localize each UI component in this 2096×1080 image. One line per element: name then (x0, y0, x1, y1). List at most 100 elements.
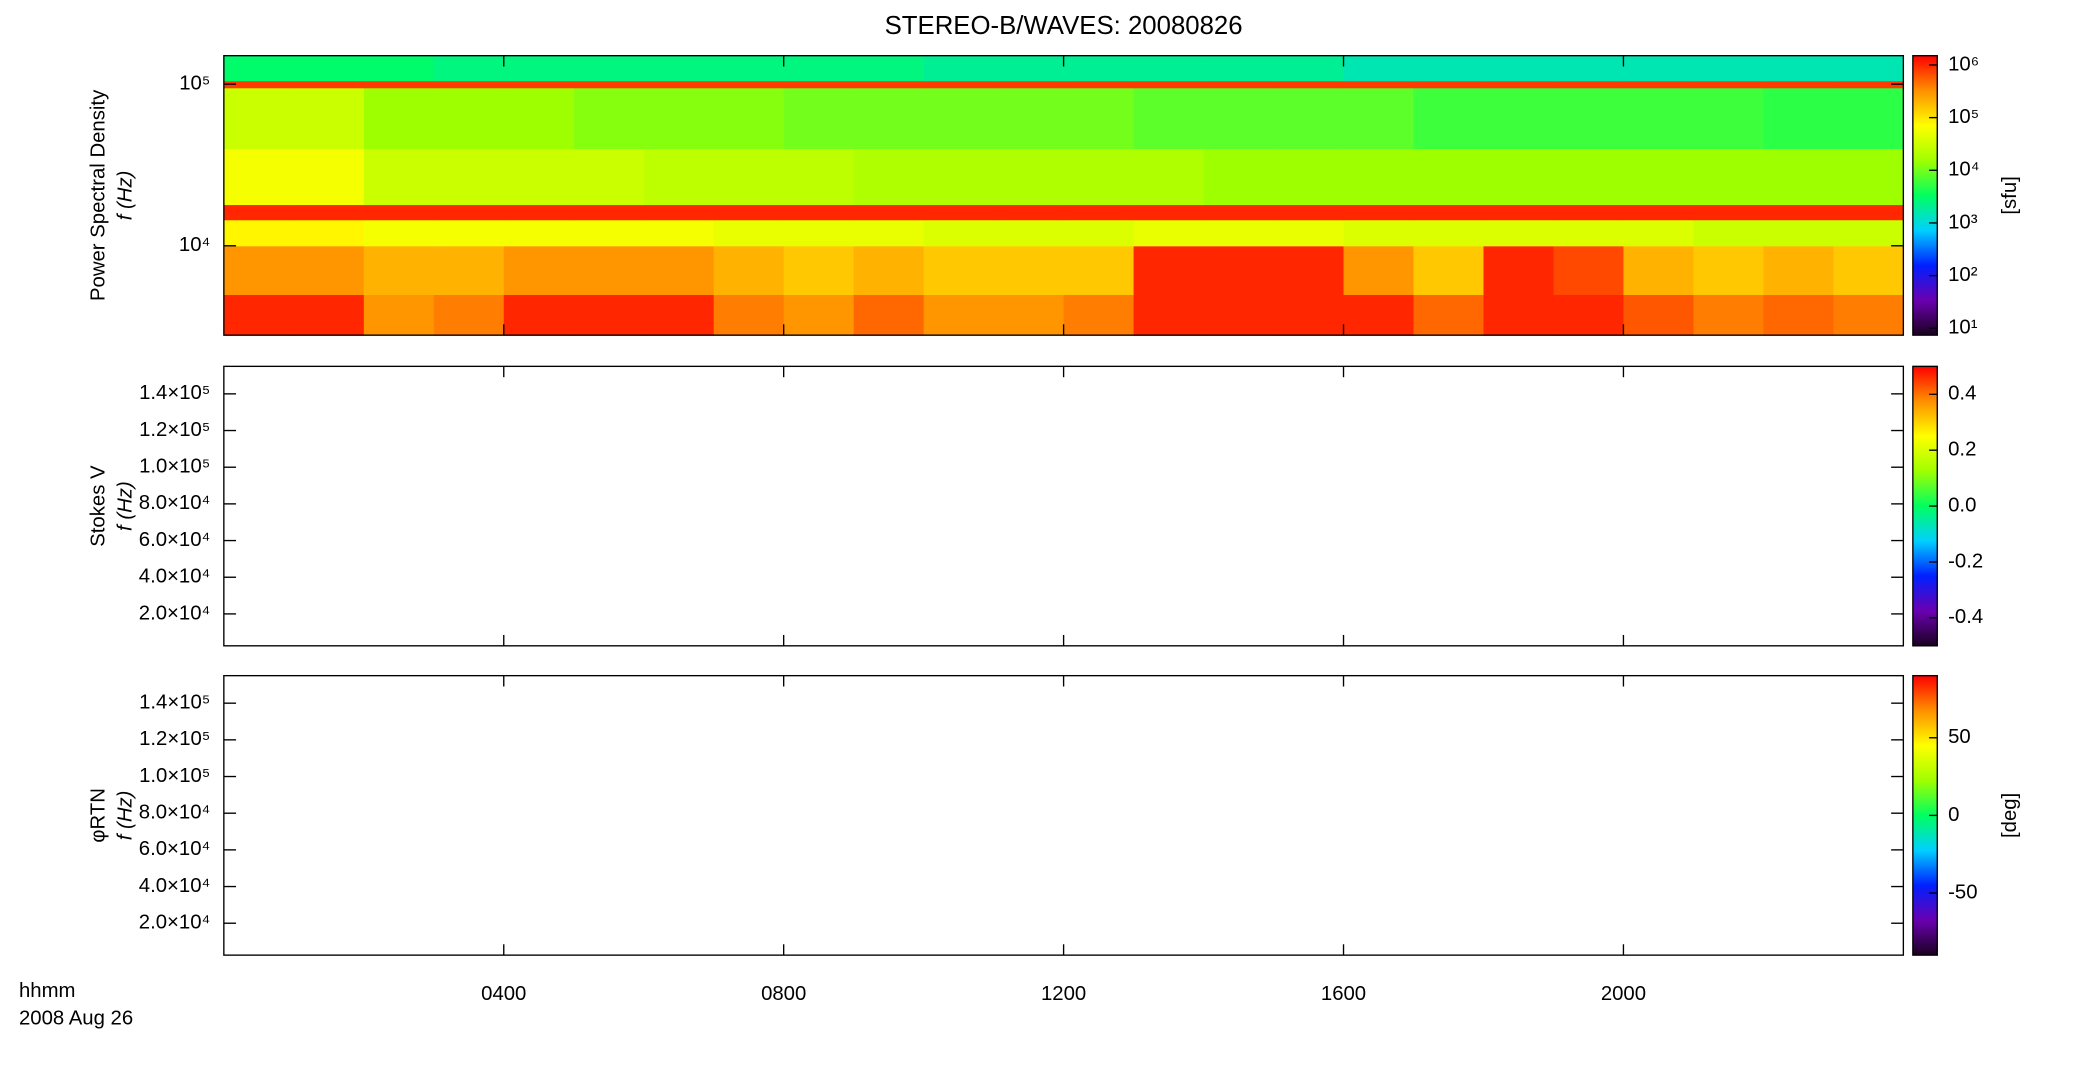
y-tick-label: 1.0×10⁵ (139, 765, 210, 787)
y-tick-label: 1.4×10⁵ (139, 692, 210, 714)
heatmap-cell (433, 80, 505, 89)
date-caption: 2008 Aug 26 (19, 1007, 133, 1029)
heatmap-cell (1203, 294, 1275, 336)
heatmap-cell (1063, 294, 1135, 336)
colorbar-tick-label: 0.2 (1948, 439, 1976, 461)
heatmap-cell (1273, 294, 1345, 336)
heatmap-cell (1063, 204, 1135, 221)
heatmap-cell (853, 87, 925, 150)
heatmap-cell (1343, 294, 1415, 336)
heatmap-cell (1133, 55, 1205, 82)
heatmap-cell (503, 80, 575, 89)
heatmap-cell (363, 245, 435, 295)
y-axis-label: Stokes V (87, 465, 109, 547)
heatmap-cell (1833, 87, 1904, 150)
heatmap-cell (1833, 80, 1904, 89)
heatmap-cell (223, 55, 295, 82)
colorbar-tick-label: 10⁶ (1948, 53, 1979, 75)
heatmap-cell (1483, 80, 1555, 89)
heatmap-cell (643, 148, 715, 206)
heatmap-cell (363, 80, 435, 89)
plot-frame (223, 674, 1905, 956)
heatmap-cell (1413, 80, 1485, 89)
heatmap-cell (1273, 87, 1345, 150)
colorbar-tick-label: -50 (1948, 881, 1977, 903)
heatmap-cell (1623, 55, 1694, 82)
colorbar-tick-label: 10⁵ (1948, 106, 1979, 128)
x-tick-label: 0400 (481, 983, 526, 1005)
heatmap-cell (783, 219, 855, 247)
heatmap-cell (923, 80, 995, 89)
heatmap-cell (1693, 294, 1764, 336)
y-axis-label: f (Hz) (115, 171, 137, 221)
heatmap-cell (573, 55, 645, 82)
heatmap-cell (713, 219, 785, 247)
heatmap-cell (1763, 80, 1834, 89)
heatmap-cell (503, 245, 575, 295)
heatmap-cell (993, 87, 1065, 150)
heatmap-cell (993, 204, 1065, 221)
heatmap-cell (1203, 219, 1275, 247)
heatmap-cell (713, 148, 785, 206)
heatmap-cell (293, 87, 365, 150)
y-tick-label: 2.0×10⁴ (139, 602, 210, 624)
heatmap-cell (503, 87, 575, 150)
heatmap-cell (993, 80, 1065, 89)
heatmap-cell (223, 80, 295, 89)
heatmap-cell (293, 294, 365, 336)
colorbar-tick-label: 10³ (1948, 211, 1978, 233)
heatmap-cell (293, 55, 365, 82)
heatmap-cell (1833, 294, 1904, 336)
heatmap-cell (293, 80, 365, 89)
heatmap-cell (1833, 219, 1904, 247)
heatmap-cell (993, 294, 1065, 336)
heatmap-cell (1413, 245, 1485, 295)
heatmap-cell (1203, 87, 1275, 150)
heatmap-cell (783, 245, 855, 295)
colorbar-tick-label: 0.4 (1948, 383, 1976, 405)
heatmap-cell (1133, 294, 1205, 336)
heatmap-cell (783, 87, 855, 150)
heatmap-cell (1693, 87, 1764, 150)
heatmap-cell (503, 148, 575, 206)
heatmap-cell (923, 245, 995, 295)
heatmap-cell (1763, 245, 1834, 295)
heatmap-cell (1203, 148, 1275, 206)
heatmap-cell (993, 219, 1065, 247)
heatmap-cell (1693, 219, 1764, 247)
heatmap-cell (1343, 80, 1415, 89)
heatmap-cell (1343, 245, 1415, 295)
heatmap-cell (293, 245, 365, 295)
heatmap-cell (1273, 245, 1345, 295)
heatmap-cell (993, 55, 1065, 82)
colorbar-label: [deg] (1999, 793, 2021, 838)
heatmap-cell (1413, 294, 1485, 336)
heatmap-cell (1063, 55, 1135, 82)
heatmap-cell (1553, 204, 1624, 221)
heatmap-cell (573, 245, 645, 295)
heatmap-cell (643, 87, 715, 150)
y-tick-label: 2.0×10⁴ (139, 912, 210, 934)
heatmap-cell (223, 245, 295, 295)
heatmap-cell (1623, 245, 1694, 295)
heatmap-cell (363, 87, 435, 150)
heatmap-cell (1133, 219, 1205, 247)
heatmap-cell (1693, 80, 1764, 89)
heatmap-cell (223, 87, 295, 150)
colorbar-tick-label: 0.0 (1948, 494, 1976, 516)
heatmap-cell (433, 55, 505, 82)
heatmap-cell (433, 148, 505, 206)
y-tick-label: 10⁴ (179, 234, 210, 256)
heatmap-cell (1343, 148, 1415, 206)
heatmap-cell (1343, 87, 1415, 150)
heatmap-cell (1063, 148, 1135, 206)
heatmap-cell (1273, 80, 1345, 89)
heatmap-cell (293, 219, 365, 247)
heatmap-cell (853, 55, 925, 82)
y-tick-label: 1.0×10⁵ (139, 456, 210, 478)
y-tick-label: 8.0×10⁴ (139, 802, 210, 824)
heatmap-cell (1763, 87, 1834, 150)
colorbar (1912, 55, 1938, 336)
heatmap-cell (1553, 87, 1624, 150)
